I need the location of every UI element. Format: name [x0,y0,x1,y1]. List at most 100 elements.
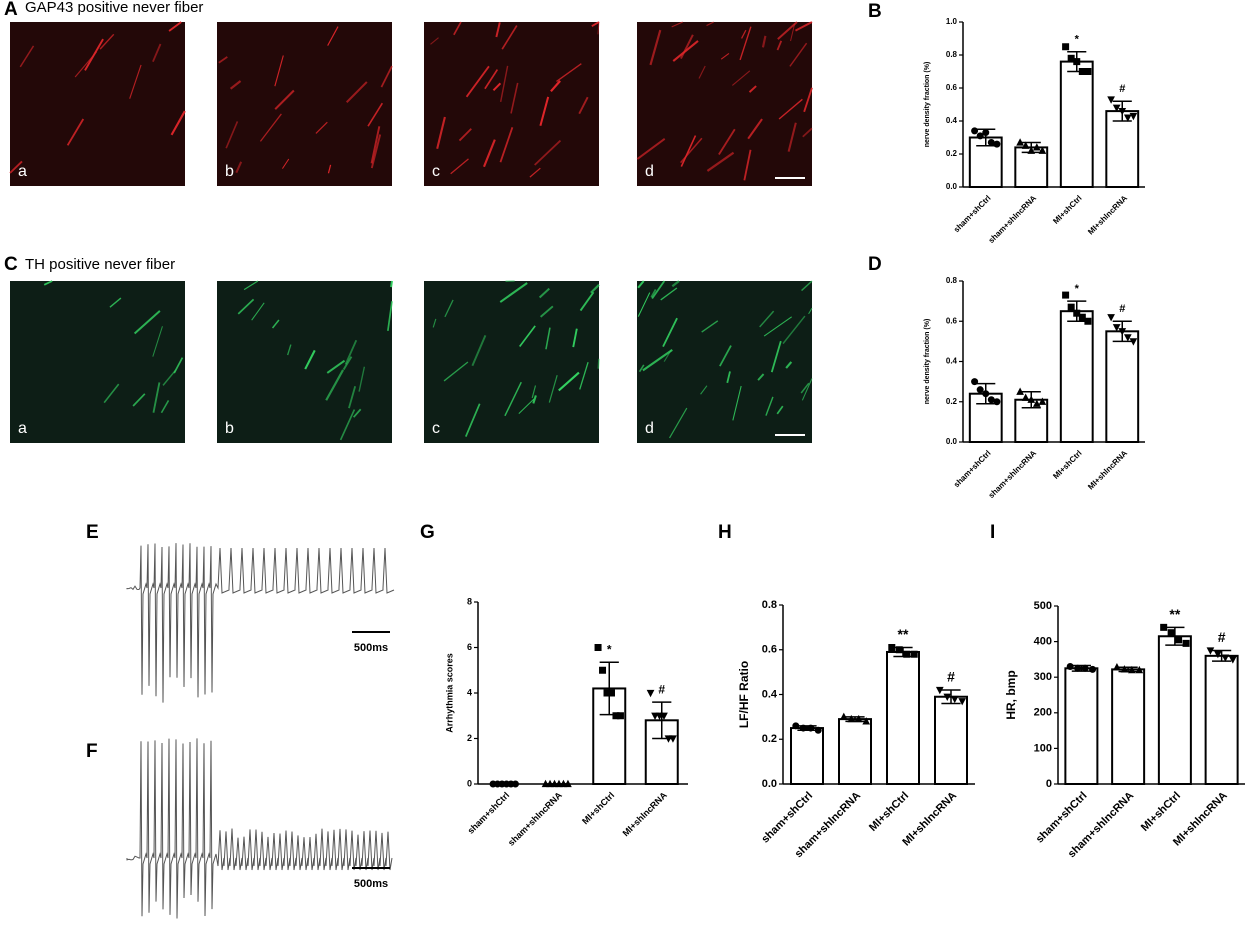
data-point [1027,395,1036,403]
data-point [603,689,611,697]
nerve-fiber [803,87,813,113]
data-point [910,650,918,658]
nerve-fiber [529,167,541,178]
image-label: a [18,163,27,180]
y-tick-label: 0.2 [762,733,777,745]
micrograph: b [217,22,393,186]
nerve-fiber [550,80,561,93]
nerve-fiber [304,349,316,370]
data-point [950,695,959,704]
data-point [1206,647,1215,655]
data-point [943,693,952,701]
micrograph: d [636,21,813,186]
nerve-fiber [776,405,784,415]
data-point [895,646,903,654]
nerve-fiber [286,344,292,356]
nerve-fiber [719,345,732,367]
nerve-fiber [380,65,393,88]
data-point [1129,112,1138,121]
nerve-fiber [556,63,582,82]
bar [790,727,824,785]
y-tick-label: 0.8 [762,599,777,611]
nerve-fiber [706,21,714,27]
data-point [1120,665,1129,673]
nerve-fiber [465,65,490,98]
data-point [1067,303,1075,311]
nerve-fiber [339,409,356,441]
micrograph-background [217,22,392,186]
data-point [1175,636,1183,644]
nerve-fiber [218,56,228,64]
data-point [612,712,620,720]
nerve-fiber [572,328,578,348]
data-point [1128,665,1136,674]
data-point [1021,393,1030,401]
nerve-fiber [271,319,280,329]
nerve-fiber [326,359,346,374]
bar [1059,60,1094,188]
micrograph: d [637,280,813,443]
nerve-fiber [152,382,161,413]
nerve-fiber [579,362,589,390]
nerve-fiber [484,69,499,90]
nerve-fiber [19,45,35,68]
nerve-fiber [579,291,595,312]
data-point [958,698,967,706]
micrograph: b [217,280,394,443]
nerve-fiber [518,398,535,415]
bar [886,650,920,785]
data-point [599,666,607,674]
y-tick-label: 1.0 [946,17,958,26]
y-tick-label: 0.8 [946,276,958,285]
bar [1059,310,1094,443]
nerve-fiber [590,284,600,294]
nerve-fiber [680,135,697,167]
data-point [1182,639,1190,647]
data-point [1016,387,1024,395]
nerve-fiber [785,361,793,369]
nerve-fiber [132,393,146,407]
data-point [1118,107,1127,116]
data-point [987,396,995,404]
nerve-fiber [370,134,382,169]
nerve-fiber [701,320,719,333]
nerve-fiber [348,385,357,409]
data-point [847,714,856,723]
nerve-fiber [99,33,115,50]
bar [1064,667,1099,785]
data-point [1112,324,1121,332]
nerve-fiber [495,22,501,38]
nerve-fiber [539,96,550,127]
nerve-fiber [129,64,142,99]
nerve-fiber [534,139,562,166]
nerve-fiber [325,369,344,401]
data-point [1078,68,1086,75]
nerve-fiber [759,310,775,328]
nerve-fiber [801,378,813,401]
ecg-trace [126,738,393,919]
nerve-fiber [732,385,742,421]
y-tick-label: 8 [467,596,472,606]
bar [934,695,968,785]
nerve-fiber [795,21,813,32]
data-point [976,386,984,394]
nerve-fiber [370,126,381,164]
nerve-fiber [315,121,328,134]
nerve-fiber [578,96,589,115]
data-point [1228,656,1237,664]
significance-marker: * [607,642,612,656]
nerve-fiber [545,327,551,350]
data-point [1084,317,1092,325]
nerve-fiber [718,128,736,156]
nerve-fiber [765,396,774,416]
y-tick-label: 0.2 [946,149,958,158]
data-point [1021,141,1030,149]
nerve-fiber [726,371,731,384]
nerve-fiber [450,158,469,175]
row-title: TH positive never fiber [25,256,175,273]
nerve-fiber [663,349,672,362]
data-point [1221,654,1230,662]
nerve-fiber [471,335,487,367]
nerve-fiber [637,280,645,289]
image-label: b [225,420,234,437]
